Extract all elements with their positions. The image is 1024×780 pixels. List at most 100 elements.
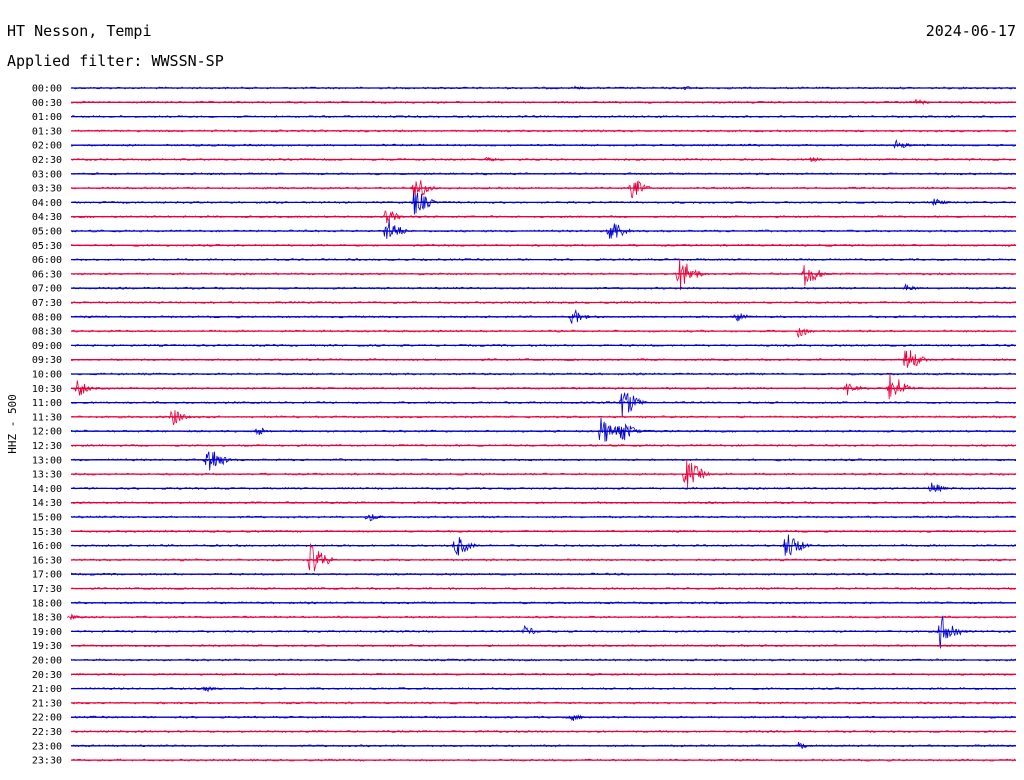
row-time-label: 10:30 [32,384,62,395]
row-time-label: 17:30 [32,584,62,595]
trace-noise [70,701,1017,705]
row-time-label: 15:30 [32,527,62,538]
seismic-event [520,624,547,635]
row-time-label: 09:30 [32,355,62,366]
trace-noise [70,329,1017,333]
row-time-label: 11:30 [32,412,62,423]
row-time-label: 08:00 [32,312,62,323]
trace-noise [70,315,1017,319]
trace-noise [71,358,1017,362]
seismic-event [885,372,920,400]
trace-noise [70,229,1017,233]
row-time-label: 03:00 [32,169,62,180]
row-time-label: 04:00 [32,198,62,209]
station-title: HT Nesson, Tempi [7,22,152,40]
row-time-label: 05:00 [32,227,62,238]
seismic-event [841,383,870,396]
seismic-event [674,258,710,291]
seismic-event [926,482,954,493]
row-time-label: 05:30 [32,241,62,252]
row-time-label: 12:30 [32,441,62,452]
row-time-label: 23:00 [32,741,62,752]
seismic-event [618,392,652,417]
channel-label: HHZ - 500 [6,394,19,454]
row-time-label: 21:30 [32,698,62,709]
trace-noise [70,157,1017,162]
row-time-label: 16:00 [32,541,62,552]
trace-noise [70,243,1017,247]
row-time-label: 13:00 [32,455,62,466]
row-time-label: 09:00 [32,341,62,352]
seismic-event [681,460,715,489]
row-time-label: 06:00 [32,255,62,266]
trace-noise [71,100,1017,104]
trace-noise [70,529,1017,533]
filter-label: Applied filter: WWSSN-SP [7,52,224,70]
row-time-label: 16:30 [32,555,62,566]
seismic-event [731,313,758,323]
seismic-event [410,192,442,215]
trace-noise [70,200,1017,204]
row-time-label: 20:30 [32,670,62,681]
seismic-event [681,86,705,91]
seismic-event [605,223,638,239]
trace-noise [70,715,1017,719]
trace-noise [70,372,1017,376]
seismic-event [892,139,918,149]
trace-noise [70,415,1017,419]
trace-noise [70,429,1017,433]
trace-rows: 00:00 00:30 01:00 01:30 02:00 02:30 03:00 03:30… [32,84,1017,767]
trace-noise [70,601,1017,605]
row-time-label: 02:30 [32,155,62,166]
seismic-event [410,180,442,197]
trace-noise [70,143,1017,147]
seismic-event [252,427,279,436]
trace-noise [70,729,1017,734]
seismic-event [482,156,506,162]
row-time-label: 01:00 [32,112,62,123]
trace-noise [70,458,1017,462]
trace-noise [70,215,1017,219]
trace-noise [70,443,1017,448]
trace-noise [70,186,1017,190]
row-time-label: 19:30 [32,641,62,652]
row-time-label: 19:00 [32,627,62,638]
trace-noise [70,672,1017,676]
trace-noise [70,744,1017,748]
row-time-label: 04:30 [32,212,62,223]
seismic-event [306,543,340,572]
seismic-event [381,219,414,239]
trace-noise [70,272,1017,276]
row-time-label: 07:00 [32,284,62,295]
seismic-event [567,309,596,324]
trace-noise [70,687,1017,691]
row-time-label: 14:00 [32,484,62,495]
seismic-event [167,410,197,425]
seismic-event [362,514,389,522]
seismic-event [570,85,595,90]
seismic-event [936,615,971,649]
seismic-event [794,741,820,749]
seismic-event [781,534,815,556]
trace-noise [70,486,1016,490]
seismic-event [911,98,936,106]
trace-noise [70,644,1017,648]
seismic-event [567,714,593,721]
row-time-label: 06:30 [32,269,62,280]
seismic-event [794,328,821,338]
trace-noise [70,115,1016,119]
seismic-event [199,686,225,693]
row-time-label: 00:30 [32,98,62,109]
trace-noise [70,515,1017,519]
seismic-event [615,423,648,441]
row-time-label: 17:00 [32,570,62,581]
row-time-label: 11:00 [32,398,62,409]
row-time-label: 12:00 [32,427,62,438]
trace-noise [70,258,1017,262]
seismic-event [73,380,103,396]
row-time-label: 00:00 [32,84,62,95]
row-time-label: 07:30 [32,298,62,309]
trace-noise [70,300,1017,305]
row-time-label: 10:00 [32,370,62,381]
